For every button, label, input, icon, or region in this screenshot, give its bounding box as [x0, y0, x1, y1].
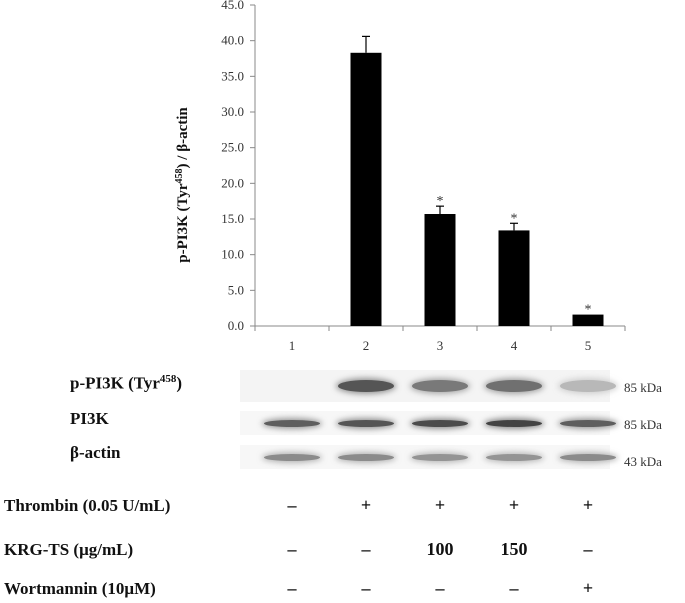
y-axis: 0.0 5.0 10.0 15.0 20.0 25.0 30.0 35.0 40.0 45.0	[221, 0, 256, 333]
condition-value: 100	[426, 539, 454, 559]
blot-band	[338, 380, 394, 392]
blot-band	[264, 419, 320, 427]
significance-marker: *	[585, 303, 592, 318]
bar	[350, 52, 382, 326]
blot-row-label: p-PI3K (Tyr458)	[70, 373, 183, 393]
y-tick-label: 45.0	[221, 0, 244, 12]
y-tick-label: 35.0	[221, 68, 244, 83]
bar	[498, 230, 530, 326]
condition-label: Wortmannin (10μM)	[4, 579, 156, 598]
condition-label: Thrombin (0.05 U/mL)	[4, 496, 171, 515]
blot-band	[412, 453, 468, 461]
x-axis: 1 2 3 4 5	[254, 325, 626, 353]
molecular-weight-label: 85 kDa	[624, 380, 662, 395]
condition-value: +	[360, 495, 372, 515]
blot-band	[560, 419, 616, 427]
x-tick-label: 5	[585, 338, 592, 353]
y-tick-label: 20.0	[221, 175, 244, 190]
condition-value: –	[583, 539, 593, 559]
condition-value: –	[361, 578, 371, 598]
y-tick-label: 25.0	[221, 140, 244, 155]
blot-row-label: PI3K	[70, 409, 109, 428]
condition-value: +	[508, 495, 520, 515]
y-tick-label: 10.0	[221, 247, 244, 262]
significance-marker: *	[437, 194, 444, 209]
y-axis-label: p-PI3K (Tyr458) / β-actin	[174, 107, 192, 263]
bar-chart: 0.0 5.0 10.0 15.0 20.0 25.0 30.0 35.0 40.0 45.0 1…	[174, 0, 626, 353]
blot-band	[412, 380, 468, 392]
x-tick-label: 2	[363, 338, 370, 353]
bar	[572, 314, 604, 326]
condition-value: –	[509, 578, 519, 598]
condition-value: –	[287, 495, 297, 515]
blot-band	[338, 419, 394, 427]
condition-value: –	[287, 578, 297, 598]
blot-band	[560, 453, 616, 461]
y-tick-label: 40.0	[221, 33, 244, 48]
blot-band	[412, 419, 468, 427]
y-tick-label: 5.0	[228, 282, 244, 297]
x-tick-label: 3	[437, 338, 444, 353]
blot-band	[264, 453, 320, 461]
condition-value: 150	[500, 539, 528, 559]
bars: * * *	[350, 35, 604, 326]
blot-row-label: β-actin	[70, 443, 121, 462]
y-tick-label: 0.0	[228, 318, 244, 333]
bar	[424, 214, 456, 326]
blot-band	[486, 453, 542, 461]
blot-band	[486, 419, 542, 427]
molecular-weight-label: 43 kDa	[624, 454, 662, 469]
condition-value: –	[435, 578, 445, 598]
blot-band	[486, 380, 542, 392]
condition-value: –	[287, 539, 297, 559]
y-tick-label: 30.0	[221, 104, 244, 119]
condition-value: +	[434, 495, 446, 515]
significance-marker: *	[511, 211, 518, 226]
blot-band	[560, 380, 616, 392]
molecular-weight-label: 85 kDa	[624, 417, 662, 432]
x-tick-label: 1	[289, 338, 296, 353]
condition-value: +	[582, 578, 594, 598]
blot-band	[338, 453, 394, 461]
x-tick-label: 4	[511, 338, 518, 353]
condition-value: –	[361, 539, 371, 559]
y-tick-label: 15.0	[221, 211, 244, 226]
condition-label: KRG-TS (μg/mL)	[4, 540, 134, 559]
condition-value: +	[582, 495, 594, 515]
